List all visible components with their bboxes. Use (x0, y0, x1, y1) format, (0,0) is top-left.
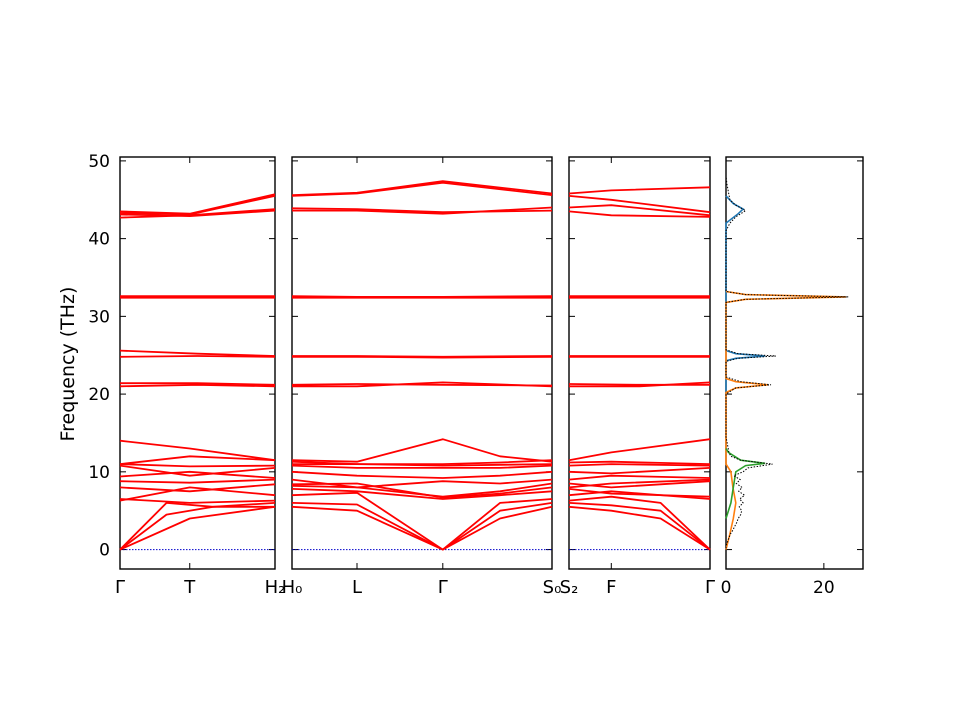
phonon-band-line (568, 204, 711, 217)
panel-frame-1 (291, 156, 553, 570)
phonon-band-line (291, 383, 553, 387)
x-tick-label: S₂ (560, 577, 579, 598)
phonon-band-line (568, 467, 711, 475)
phonon-band-line (119, 209, 276, 217)
phonon-band-line (568, 438, 711, 462)
phonon-band-line (568, 460, 711, 465)
panel-frame-2 (568, 156, 711, 570)
phonon-band-line (568, 210, 711, 218)
phonon-band-line (291, 207, 553, 214)
y-tick-label: 0 (99, 541, 110, 561)
phonon-band-line (119, 502, 275, 551)
phonon-band-line (568, 505, 711, 551)
phonon-band-line (568, 488, 711, 498)
x-tick-label: Γ (438, 577, 448, 598)
phonon-band-line (120, 382, 276, 386)
phonon-band-line (291, 491, 553, 551)
phonon-band-line (119, 455, 276, 465)
dos-partial-green (725, 448, 766, 519)
phonon-band-line (568, 474, 711, 481)
phonon-band-line (568, 478, 711, 489)
phonon-band-line (568, 383, 710, 386)
y-tick-label: 40 (88, 230, 110, 250)
phonon-band-line (291, 505, 553, 551)
phonon-band-line (119, 502, 276, 551)
panel-frame-0 (119, 156, 276, 570)
x-tick-label: T (183, 577, 196, 598)
phonon-band-line (119, 478, 276, 484)
phonon-band-line (291, 464, 553, 469)
phonon-band-line (119, 470, 276, 479)
phonon-band-line (291, 459, 553, 465)
phonon-band-line (119, 498, 276, 504)
phonon-band-line (119, 505, 276, 551)
phonon-band-line (568, 495, 711, 551)
x-tick-label: Γ (115, 577, 125, 598)
y-tick-label: 20 (88, 385, 110, 405)
phonon-band-line (291, 482, 553, 498)
phonon-band-line (119, 355, 276, 358)
phonon-band-line (568, 195, 711, 214)
dos-x-tick-label: 20 (813, 578, 835, 598)
phonon-band-line (119, 349, 276, 357)
dos-x-tick-label: 0 (721, 578, 732, 598)
phonon-band-line (119, 193, 276, 215)
phonon-band-line (568, 502, 711, 551)
y-tick-label: 10 (88, 463, 110, 483)
panel-frame-3 (725, 156, 864, 570)
x-tick-label: H₂ (265, 577, 286, 598)
phonon-band-line (568, 463, 711, 467)
x-tick-label: L (352, 577, 362, 598)
x-tick-label: H₀ (282, 577, 303, 598)
phonon-band-line (291, 478, 553, 489)
phonon-band-line (291, 438, 553, 463)
phonon-band-line (119, 483, 276, 493)
phonon-band-line (291, 295, 553, 298)
phonon-band-line (119, 383, 276, 388)
y-axis-label: Frequency (THz) (57, 287, 79, 442)
x-tick-label: F (606, 577, 616, 598)
phonon-band-line (568, 480, 711, 489)
x-tick-label: S₀ (543, 577, 562, 598)
phonon-band-line (292, 355, 553, 358)
phonon-band-line (568, 186, 711, 195)
phonon-band-line (291, 488, 553, 500)
phonon-band-line (291, 470, 553, 479)
phonon-band-line (119, 464, 276, 477)
y-tick-label: 50 (88, 152, 110, 172)
y-tick-label: 30 (88, 307, 110, 327)
phonon-band-line (119, 463, 276, 468)
phonon-band-line (119, 486, 276, 502)
phonon-band-line (291, 180, 553, 196)
dos-total-dotted (725, 176, 849, 558)
dos-partial-orange (725, 290, 846, 550)
phonon-band-line (569, 381, 711, 388)
x-tick-label: Γ (705, 577, 715, 598)
phonon-band-line (119, 439, 276, 462)
